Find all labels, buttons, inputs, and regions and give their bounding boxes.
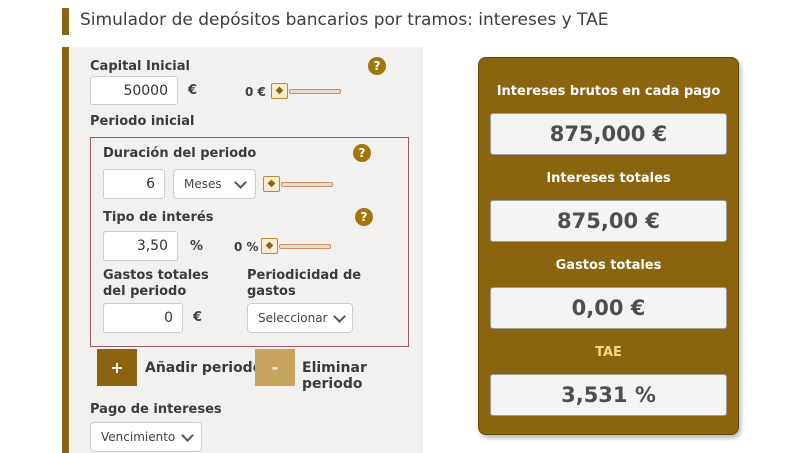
- result-value-intereses-totales: 875,00 €: [490, 200, 727, 242]
- duracion-unit-select[interactable]: Meses: [173, 169, 256, 199]
- capital-input[interactable]: [90, 76, 178, 105]
- tipo-interes-slider-min-label: 0 %: [234, 240, 259, 254]
- pago-intereses-selected: Vencimiento: [101, 430, 176, 444]
- duracion-slider-handle[interactable]: ◆: [263, 176, 280, 192]
- duracion-unit-selected: Meses: [184, 177, 222, 191]
- capital-slider-min-label: 0 €: [245, 85, 266, 99]
- remove-period-button[interactable]: -: [255, 349, 295, 386]
- result-value-intereses-brutos: 875,000 €: [490, 113, 727, 155]
- results-panel: Intereses brutos en cada pago 875,000 € …: [478, 57, 739, 435]
- tipo-interes-slider-track[interactable]: [279, 243, 331, 249]
- tipo-interes-label: Tipo de interés: [103, 210, 214, 225]
- title-accent-bar: [62, 8, 69, 35]
- gastos-label: Gastos totales del periodo: [103, 268, 209, 300]
- gastos-unit-label: €: [193, 310, 203, 325]
- tipo-interes-slider[interactable]: ◆: [261, 237, 331, 255]
- remove-period-label: Eliminar periodo: [302, 360, 367, 392]
- pago-intereses-select[interactable]: Vencimiento: [90, 422, 202, 452]
- result-label-intereses-brutos: Intereses brutos en cada pago: [496, 84, 721, 99]
- chevron-down-icon: [234, 175, 247, 189]
- add-period-label: Añadir periodo: [145, 360, 263, 376]
- add-period-button[interactable]: +: [97, 349, 137, 386]
- gastos-input[interactable]: [103, 303, 183, 333]
- pago-intereses-label: Pago de intereses: [90, 402, 222, 417]
- plus-icon: +: [110, 358, 124, 377]
- capital-slider[interactable]: ◆: [271, 82, 341, 100]
- chevron-down-icon: [181, 428, 195, 442]
- result-label-intereses-totales: Intereses totales: [546, 171, 671, 186]
- question-mark-icon: ?: [360, 210, 368, 224]
- periodicidad-select[interactable]: Seleccionar: [247, 303, 353, 333]
- capital-slider-track[interactable]: [289, 88, 341, 94]
- duracion-label: Duración del periodo: [103, 146, 257, 161]
- periodo-inicial-label: Periodo inicial: [90, 114, 195, 129]
- result-label-gastos-totales: Gastos totales: [555, 258, 662, 273]
- duracion-input[interactable]: [103, 169, 165, 199]
- question-mark-icon: ?: [373, 59, 381, 73]
- capital-inicial-label: Capital Inicial: [90, 59, 190, 74]
- periodicidad-selected: Seleccionar: [258, 311, 328, 325]
- slider-handle-icon: ◆: [265, 240, 274, 251]
- question-mark-icon: ?: [358, 146, 366, 160]
- capital-slider-handle[interactable]: ◆: [271, 83, 288, 99]
- slider-handle-icon: ◆: [275, 85, 284, 96]
- deposit-form-panel: Capital Inicial ? € 0 € ◆ Periodo inicia…: [62, 47, 423, 453]
- slider-handle-icon: ◆: [267, 178, 276, 189]
- duracion-slider-track[interactable]: [281, 181, 333, 187]
- periodicidad-label: Periodicidad de gastos: [247, 268, 362, 300]
- tipo-interes-input[interactable]: [103, 231, 178, 261]
- capital-help-icon[interactable]: ?: [368, 57, 386, 75]
- minus-icon: -: [271, 358, 279, 377]
- periodo-inicial-fieldset: [90, 137, 409, 347]
- capital-unit-label: €: [188, 83, 198, 98]
- tipo-interes-unit-label: %: [190, 239, 204, 254]
- result-value-tae: 3,531 %: [490, 374, 727, 416]
- duracion-slider[interactable]: ◆: [263, 175, 333, 193]
- tipo-interes-help-icon[interactable]: ?: [355, 208, 373, 226]
- result-value-gastos-totales: 0,00 €: [490, 287, 727, 329]
- page-title: Simulador de depósitos bancarios por tra…: [80, 10, 609, 30]
- chevron-down-icon: [333, 309, 347, 323]
- result-label-tae: TAE: [595, 345, 622, 360]
- duracion-help-icon[interactable]: ?: [353, 144, 371, 162]
- tipo-interes-slider-handle[interactable]: ◆: [261, 238, 278, 254]
